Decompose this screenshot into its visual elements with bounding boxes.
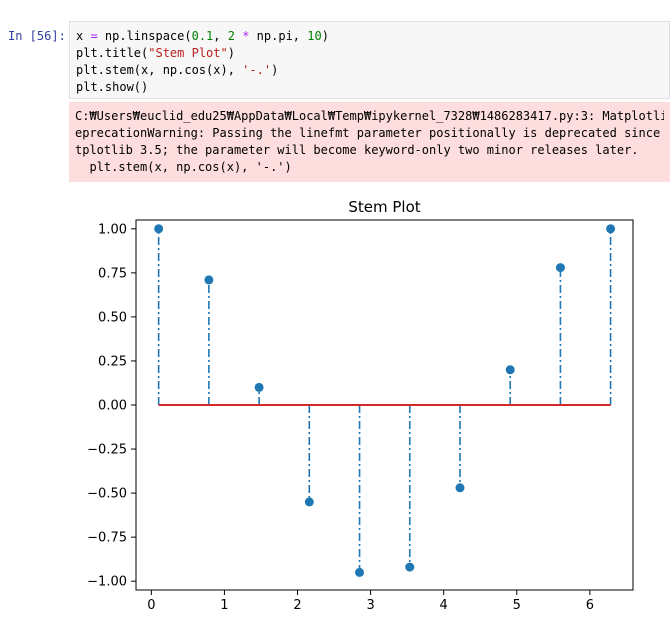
cell-prompt: In [56]:	[8, 29, 66, 43]
code-token: x	[76, 29, 91, 43]
code-line: plt.stem(x, np.cos(x), '-.')	[76, 62, 663, 79]
code-token: plt.title(	[76, 46, 149, 60]
x-tick-label: 3	[366, 598, 374, 613]
code-token: plt.stem(x, np.cos(x),	[76, 63, 243, 77]
code-token: )	[321, 29, 329, 43]
code-token: 2	[227, 29, 235, 43]
code-cell[interactable]: x = np.linspace(0.1, 2 * np.pi, 10) plt.t…	[69, 21, 670, 99]
warning-line: tplotlib 3.5; the parameter will become …	[75, 143, 639, 157]
stem-plot-chart: Stem Plot 0 1 2 3 4 5 6 −1.00 −0.75 −0.50 −0.25 0.00…	[87, 198, 634, 613]
y-tick-label: −0.50	[87, 487, 127, 502]
stem-marker	[455, 483, 465, 493]
stem-marker	[204, 275, 214, 285]
x-tick-label: 2	[293, 598, 301, 613]
code-token: plt.show()	[76, 80, 149, 94]
y-tick-label: 0.00	[98, 399, 127, 414]
stem-marker	[606, 224, 616, 234]
stem-marker	[405, 562, 415, 572]
y-tick-label: 0.25	[98, 354, 127, 369]
code-token: np.pi,	[249, 29, 308, 43]
code-token: )	[227, 46, 235, 60]
code-token: 10	[307, 29, 322, 43]
warning-line: eprecationWarning: Passing the linefmt p…	[75, 126, 664, 140]
stem-marker	[304, 497, 314, 507]
stem-marker	[355, 567, 365, 577]
y-tick-label: −0.75	[87, 531, 127, 546]
y-tick-label: 1.00	[98, 222, 127, 237]
code-line: x = np.linspace(0.1, 2 * np.pi, 10)	[76, 28, 663, 45]
code-line: plt.title("Stem Plot")	[76, 45, 663, 62]
code-token: ,	[213, 29, 228, 43]
y-tick-label: 0.50	[98, 310, 127, 325]
code-token: )	[271, 63, 279, 77]
y-tick-label: 0.75	[98, 266, 127, 281]
x-tick-label: 5	[513, 598, 521, 613]
warning-line: C:₩Users₩euclid_edu25₩AppData₩Local₩Temp…	[75, 109, 664, 123]
y-tick-label: −0.25	[87, 443, 127, 458]
warning-line: plt.stem(x, np.cos(x), '-.')	[75, 160, 292, 174]
stem-marker	[505, 365, 515, 375]
stem-marker	[254, 382, 264, 392]
chart-title: Stem Plot	[348, 198, 420, 216]
stem-marker	[154, 224, 164, 234]
x-tick-label: 0	[147, 598, 155, 613]
code-token: 0.1	[191, 29, 214, 43]
code-line: plt.show()	[76, 79, 663, 96]
x-tick-label: 6	[586, 598, 594, 613]
code-token: '-.'	[242, 63, 272, 77]
code-token: =	[90, 29, 98, 43]
stem-plot-figure: Stem Plot 0 1 2 3 4 5 6 −1.00 −0.75 −0.50 −0.25 0.00…	[0, 190, 671, 635]
x-tick-label: 4	[440, 598, 448, 613]
stem-marker	[555, 263, 565, 273]
code-token: *	[242, 29, 250, 43]
code-token: np.linspace(	[97, 29, 192, 43]
x-tick-label: 1	[220, 598, 228, 613]
y-tick-label: −1.00	[87, 575, 127, 590]
warning-output: C:₩Users₩euclid_edu25₩AppData₩Local₩Temp…	[69, 102, 670, 182]
code-token: "Stem Plot"	[148, 46, 228, 60]
